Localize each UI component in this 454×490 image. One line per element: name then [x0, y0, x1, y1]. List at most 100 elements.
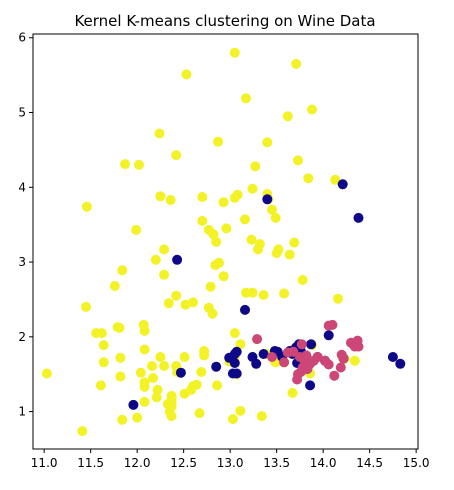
point-cluster-0-47	[166, 390, 177, 401]
point-cluster-1-10	[240, 304, 250, 315]
point-cluster-0-9	[109, 281, 120, 291]
plot-frame	[32, 33, 419, 450]
y-axis: 1 2 3 4 5 6	[18, 31, 33, 419]
point-cluster-0-127	[291, 58, 302, 69]
point-cluster-1-26	[305, 380, 316, 391]
point-cluster-2-9	[296, 339, 307, 350]
point-cluster-0-79	[218, 197, 229, 208]
point-cluster-0-106	[258, 290, 269, 300]
point-cluster-2-1	[267, 352, 277, 362]
point-cluster-0-143	[333, 293, 343, 304]
point-cluster-0-40	[163, 298, 174, 309]
point-cluster-0-26	[139, 396, 150, 407]
point-cluster-1-35	[395, 358, 406, 369]
point-cluster-0-21	[135, 367, 146, 378]
point-cluster-0-97	[246, 234, 257, 245]
point-cluster-0-134	[303, 173, 314, 184]
point-cluster-0-71	[208, 229, 219, 240]
point-cluster-0-94	[240, 214, 250, 225]
point-cluster-1-33	[353, 212, 364, 223]
point-cluster-0-77	[214, 257, 224, 268]
point-cluster-0-82	[227, 414, 238, 425]
point-cluster-0-8	[98, 357, 109, 368]
point-cluster-0-109	[262, 137, 273, 148]
point-cluster-0-54	[179, 352, 190, 362]
point-cluster-0-2	[81, 301, 91, 312]
y-tick-label: 1	[18, 405, 26, 419]
point-cluster-0-69	[205, 281, 216, 292]
point-cluster-1-1	[175, 367, 186, 378]
point-cluster-0-35	[154, 128, 165, 139]
point-cluster-0-0	[41, 368, 52, 379]
point-cluster-0-86	[229, 328, 240, 339]
point-cluster-0-70	[207, 308, 218, 319]
point-cluster-0-91	[235, 405, 246, 416]
point-cluster-0-115	[270, 212, 281, 223]
point-cluster-0-29	[148, 373, 158, 383]
chart-title: Kernel K-means clustering on Wine Data	[74, 12, 375, 30]
x-tick-label: 15.0	[403, 456, 430, 470]
point-cluster-0-16	[120, 159, 131, 170]
point-cluster-2-2	[279, 357, 290, 368]
point-cluster-0-42	[165, 195, 176, 205]
point-cluster-0-38	[159, 244, 170, 255]
point-cluster-2-21	[327, 319, 338, 330]
point-cluster-1-14	[262, 194, 273, 205]
point-cluster-0-74	[211, 236, 222, 247]
point-cluster-0-78	[218, 271, 229, 282]
point-cluster-0-23	[139, 325, 150, 336]
point-cluster-0-92	[235, 339, 246, 350]
point-cluster-0-1	[77, 426, 88, 437]
point-cluster-0-99	[247, 183, 258, 194]
point-cluster-0-132	[297, 275, 308, 285]
point-cluster-0-12	[115, 352, 126, 363]
point-cluster-0-34	[155, 191, 166, 202]
point-cluster-0-63	[197, 215, 208, 226]
point-cluster-0-111	[267, 204, 277, 215]
point-cluster-1-6	[229, 358, 240, 368]
point-cluster-0-13	[117, 414, 128, 425]
x-tick-label: 12.5	[170, 456, 197, 470]
point-cluster-0-30	[150, 254, 161, 265]
point-cluster-0-96	[241, 93, 251, 104]
point-cluster-0-33	[155, 352, 166, 362]
point-cluster-2-19	[323, 359, 334, 370]
x-tick-label: 13.0	[217, 456, 244, 470]
point-cluster-1-3	[211, 361, 222, 372]
x-tick-label: 14.5	[356, 456, 383, 470]
point-cluster-0-80	[221, 223, 232, 234]
x-axis: 11.0 11.5 12.0 12.5 13.0 13.5 14.0 14.5 15.0	[31, 449, 430, 470]
point-cluster-0-90	[232, 189, 243, 200]
x-tick-label: 11.0	[31, 456, 58, 470]
point-cluster-0-55	[180, 299, 191, 310]
point-cluster-1-30	[323, 330, 334, 341]
point-cluster-0-125	[289, 237, 300, 248]
point-cluster-0-76	[213, 136, 224, 147]
point-cluster-2-22	[329, 370, 340, 381]
point-cluster-1-13	[258, 349, 269, 359]
x-tick-label: 13.5	[263, 456, 290, 470]
point-cluster-2-25	[338, 353, 349, 364]
point-cluster-0-37	[159, 269, 170, 280]
point-cluster-0-142	[330, 174, 341, 185]
point-cluster-0-50	[171, 150, 182, 161]
point-cluster-0-7	[98, 340, 109, 351]
point-cluster-1-8	[229, 349, 240, 359]
point-cluster-0-11	[114, 322, 125, 333]
point-cluster-0-56	[181, 69, 192, 80]
point-cluster-1-2	[172, 254, 183, 265]
point-cluster-0-105	[256, 411, 267, 422]
point-cluster-1-31	[337, 179, 348, 190]
point-cluster-0-66	[199, 346, 210, 356]
point-cluster-0-75	[212, 380, 223, 391]
point-cluster-0-120	[279, 288, 290, 299]
point-cluster-1-0	[128, 399, 139, 410]
point-cluster-0-88	[229, 47, 240, 58]
point-cluster-0-36	[159, 361, 170, 371]
point-cluster-0-117	[273, 244, 284, 255]
point-cluster-0-31	[151, 392, 162, 403]
point-cluster-0-19	[134, 159, 144, 170]
point-cluster-0-129	[293, 155, 303, 166]
x-tick-label: 14.0	[310, 456, 337, 470]
